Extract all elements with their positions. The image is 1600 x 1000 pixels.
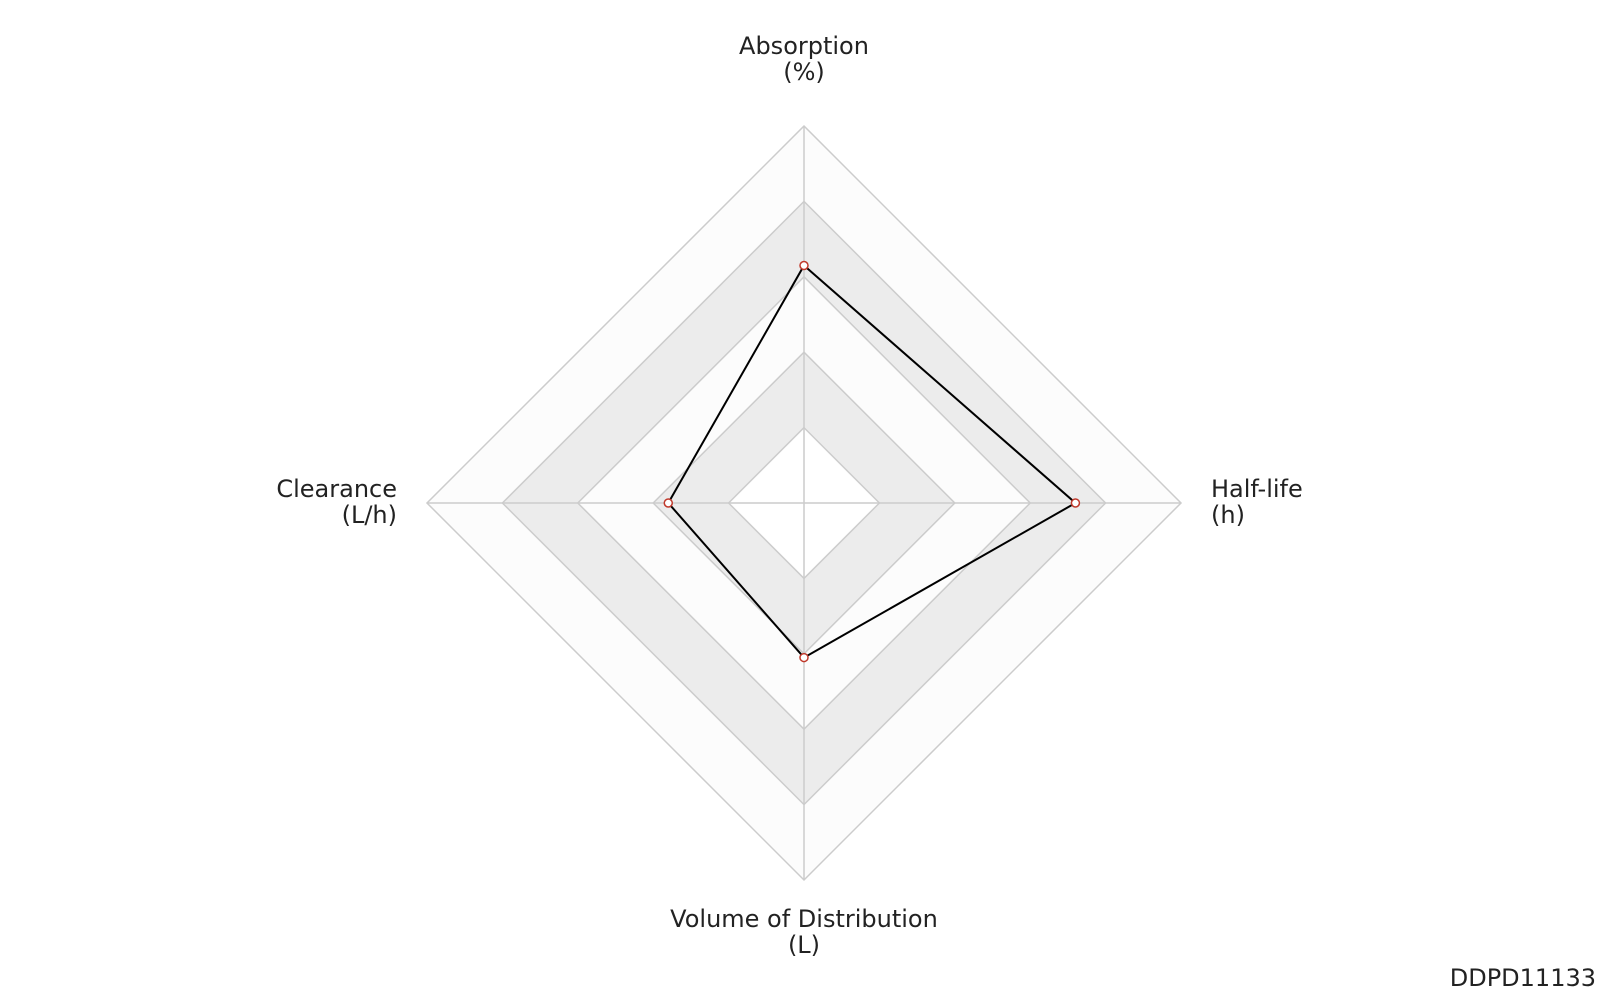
axis-label: Half-life (1211, 475, 1303, 503)
axis-label: (%) (783, 58, 825, 86)
data-point (663, 498, 674, 508)
data-point (799, 652, 809, 663)
axis-label: (L/h) (342, 501, 397, 529)
axis-label: (L) (788, 931, 820, 959)
axis-label: Absorption (739, 32, 869, 60)
data-point (799, 260, 809, 271)
axis-label: Clearance (276, 475, 397, 503)
data-point (1070, 498, 1081, 508)
watermark: DDPD11133 (1450, 964, 1596, 992)
axis-label: Volume of Distribution (670, 905, 938, 933)
axis-label: (h) (1211, 501, 1245, 529)
